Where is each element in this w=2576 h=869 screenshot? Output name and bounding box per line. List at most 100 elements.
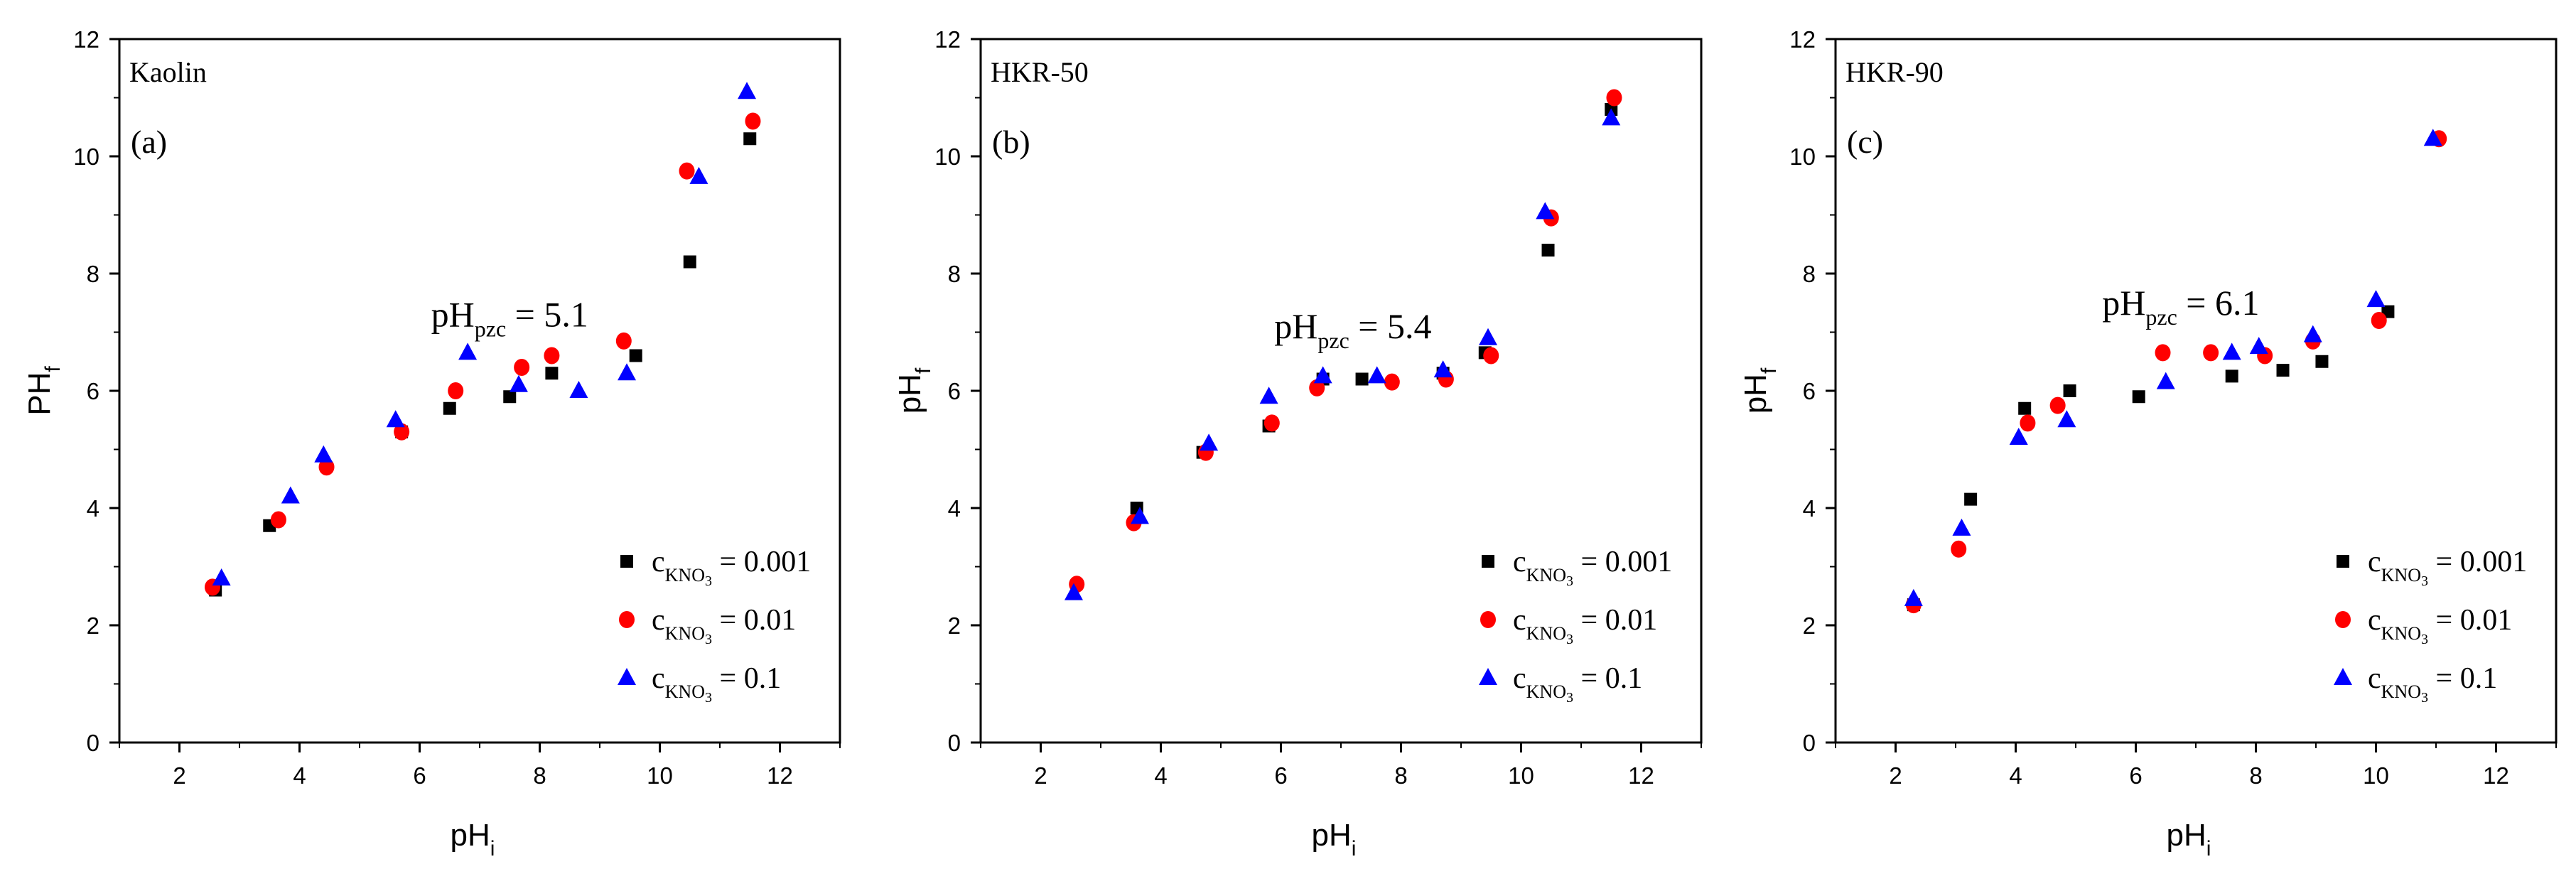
plot-frame [118,38,841,744]
legend-equals: = [712,546,744,578]
legend-marker [2335,611,2351,628]
legend-marker [619,611,635,628]
data-point [503,390,517,404]
y-tick-label: 6 [87,378,99,404]
y-tick-label: 10 [1789,144,1816,170]
panel-title: HKR-50 [991,56,1089,88]
data-point [1479,328,1498,345]
y-tick-label: 0 [1803,730,1816,756]
data-point [2057,410,2076,428]
data-point [2276,364,2290,377]
legend-equals: = [712,604,744,637]
legend-marker [618,668,636,685]
legend-marker [1479,668,1497,685]
legend-equals: = [1573,546,1605,578]
series-square [1907,305,2395,612]
y-axis-label-sub: f [912,367,935,374]
pzc-value: = 5.4 [1349,306,1432,346]
x-axis-label-main: pH [1312,818,1352,853]
pzc-main: pH [1274,306,1317,346]
legend-prefix: c [1513,662,1526,695]
legend-label: cKNO3 = 0.001 [652,546,811,589]
pzc-value: = 5.1 [506,294,588,334]
legend-value: 0.01 [1605,604,1658,637]
data-point [270,511,286,529]
data-point [2225,369,2238,383]
pzc-annotation: pHpzc = 6.1 [2102,283,2259,330]
data-point [544,347,560,365]
data-point [281,486,300,504]
data-point [545,367,559,380]
data-point [1313,366,1332,384]
x-tick-label: 4 [1154,762,1167,789]
legend-subsub: 3 [705,690,712,706]
legend-label: cKNO3 = 0.1 [1513,662,1642,706]
legend-sub: KNO [1526,681,1566,702]
series-circle [1905,130,2447,614]
data-point [1964,492,1978,506]
panel-letter: (b) [992,124,1030,160]
y-axis-label-sub: f [1757,367,1781,374]
data-point [743,132,757,146]
data-point [689,166,708,184]
legend-label: cKNO3 = 0.01 [652,604,796,647]
y-tick-label: 12 [1789,26,1816,53]
y-tick-label: 0 [87,730,99,756]
pzc-annotation: pHpzc = 5.1 [431,294,588,341]
legend-prefix: c [2368,546,2381,578]
legend-prefix: c [2368,604,2381,637]
x-tick-label: 2 [1034,762,1047,789]
legend-prefix: c [1513,546,1526,578]
y-tick-label: 8 [948,261,961,287]
y-tick-label: 12 [934,26,961,53]
legend-subsub: 3 [2421,690,2428,706]
data-point [683,255,696,269]
data-point [1602,108,1621,126]
legend-prefix: c [652,546,665,578]
pzc-main: pH [431,294,475,334]
legend-value: 0.1 [744,662,782,695]
legend-marker [620,555,633,568]
data-point [1536,202,1555,220]
data-point [569,381,588,398]
pzc-annotation: pHpzc = 5.4 [1274,306,1431,353]
legend-label: cKNO3 = 0.001 [1513,546,1672,589]
legend-subsub: 3 [1566,690,1573,706]
x-axis-label-main: pH [451,818,490,853]
data-point [2249,337,2268,355]
panel-title: HKR-90 [1845,56,1944,88]
data-point [2063,384,2076,397]
legend-value: 0.01 [744,604,797,637]
data-point [2020,414,2036,432]
data-point [1433,360,1453,378]
x-tick-label: 8 [2249,762,2262,789]
data-point [738,82,757,99]
data-point [318,458,335,476]
x-tick-label: 6 [413,762,426,789]
legend-sub: KNO [665,623,705,644]
x-axis-label: pHi [451,818,495,860]
data-point [2303,325,2322,342]
legend-equals: = [1573,662,1605,695]
data-point [394,423,410,441]
data-point [2371,312,2387,329]
data-point [679,162,695,180]
data-point [314,445,333,463]
legend-value: 0.1 [1605,662,1643,695]
legend-subsub: 3 [2421,632,2428,647]
y-axis-label: PHf [22,366,65,416]
legend-label: cKNO3 = 0.001 [2368,546,2527,589]
y-axis-label-main: PH [22,372,57,416]
pzc-sub: pzc [475,315,506,341]
y-tick-label: 12 [73,26,99,53]
y-axis-label-main: pH [1738,374,1773,414]
legend-prefix: c [652,604,665,637]
y-tick-label: 2 [948,612,961,639]
data-point [1952,518,1971,536]
legend-label: cKNO3 = 0.01 [2368,604,2512,647]
data-point [1064,583,1083,600]
y-axis-label-sub: f [41,366,65,372]
series-triangle [1904,129,2442,606]
y-tick-label: 4 [948,495,961,522]
